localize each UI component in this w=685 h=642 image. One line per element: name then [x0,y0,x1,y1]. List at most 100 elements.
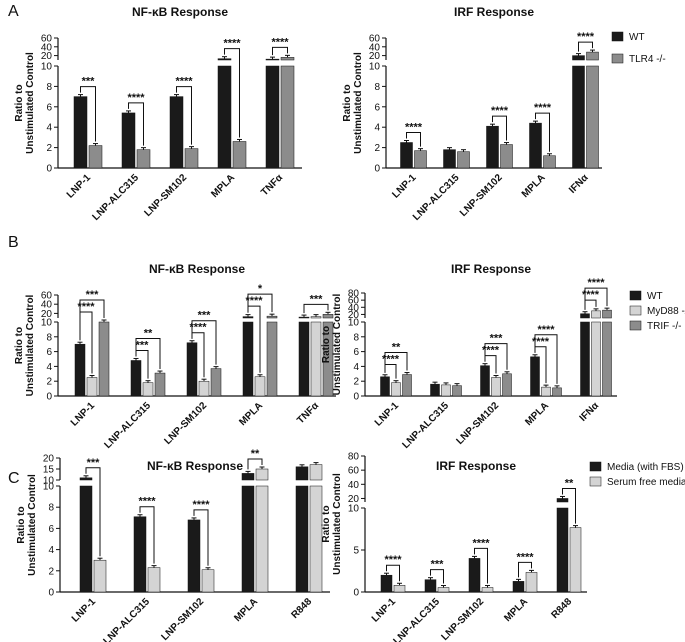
significance-bracket [430,569,444,584]
bar [254,376,266,397]
significance-label: ** [251,448,260,460]
bar [400,142,413,169]
bar [79,477,93,481]
bar [402,374,412,397]
bar [232,141,247,169]
bar [266,315,278,319]
y-axis-label: Unstimulated Control [353,52,364,154]
bar [502,373,512,397]
significance-label: **** [382,354,400,366]
y-tick-label: 20 [348,494,360,505]
y-tick-label: 60 [41,34,53,45]
y-tick-label: 6 [46,102,52,113]
y-tick-label: 20 [43,454,55,465]
y-tick-label: 4 [353,362,359,373]
panel-letter-C: C [8,470,20,487]
x-tick-label: LNP-ALC315 [401,400,452,451]
bar [486,125,499,169]
significance-label: *** [87,457,101,469]
bar [437,587,450,593]
significance-label: **** [516,551,534,563]
bar [142,382,154,397]
bar [169,96,184,169]
y-tick-label: 8 [374,82,380,93]
bar [591,310,601,319]
y-tick-label: 60 [369,34,381,45]
bar [295,466,309,481]
x-tick-label: MPLA [237,400,265,428]
y-tick-label: 60 [348,296,360,307]
bar [525,572,538,593]
bar [136,149,151,169]
bar [217,65,232,169]
x-tick-label: LNP-1 [65,172,94,201]
y-tick-label: 40 [41,300,53,311]
y-axis-label: Ratio to [321,326,332,363]
y-tick-label: 0 [353,588,359,599]
y-tick-label: 40 [348,480,360,491]
x-tick-label: MPLA [523,400,551,428]
y-tick-label: 4 [46,123,52,134]
y-axis-label: Ratio to [14,84,25,121]
significance-label: **** [271,36,289,48]
significance-label: **** [223,38,241,50]
bar [298,321,310,397]
y-tick-label: 0 [374,164,380,175]
bar [543,155,556,169]
y-axis-label: Ratio to [16,506,27,543]
y-tick-label: 2 [374,143,380,154]
bar [309,464,323,481]
y-tick-label: 6 [374,102,380,113]
y-tick-label: 10 [348,504,360,515]
bar [580,313,590,319]
y-tick-label: 10 [43,482,55,493]
bar [512,581,525,593]
significance-label: **** [77,301,95,313]
significance-label: ** [565,477,574,489]
x-tick-label: MPLA [209,172,237,200]
significance-label: **** [192,499,210,511]
bar [452,385,462,397]
x-tick-label: IFNα [578,400,602,424]
y-tick-label: 8 [46,332,52,343]
y-axis-label: Unstimulated Control [27,474,38,576]
significance-bracket [176,86,192,145]
legend-label: WT [647,291,663,302]
y-tick-label: 2 [48,566,54,577]
significance-label: **** [537,324,555,336]
significance-bracket [384,352,408,373]
significance-label: *** [82,76,96,88]
y-axis-label: Ratio to [14,327,25,364]
chart-title: IRF Response [454,5,534,19]
significance-label: **** [138,496,156,508]
bar [86,377,98,397]
x-tick-label: LNP-SM102 [159,596,206,642]
y-axis-label: Unstimulated Control [332,293,343,395]
significance-label: *** [490,333,504,345]
x-tick-label: TNFα [259,172,285,198]
bar [309,485,323,593]
bar [79,485,93,593]
x-tick-label: IFNα [567,172,591,196]
bar [552,387,562,397]
significance-label: **** [127,92,145,104]
chart-title: IRF Response [451,262,531,276]
chart-title: IRF Response [436,459,516,473]
y-axis-label: Ratio to [342,84,353,121]
bar [201,569,215,593]
bar [242,321,254,397]
legend-label: TRIF -/- [647,321,681,332]
y-tick-label: 20 [41,51,53,62]
significance-label: **** [175,76,193,88]
y-tick-label: 2 [353,377,359,388]
legend-swatch [589,461,602,472]
chart-title: NF-κB Response [147,459,243,473]
significance-label: *** [136,339,150,351]
bar [295,485,309,593]
significance-bracket [80,86,96,142]
y-tick-label: 4 [374,123,380,134]
bar [93,559,107,593]
significance-bracket [85,467,101,557]
legend-label: Media (with FBS) [607,462,684,473]
